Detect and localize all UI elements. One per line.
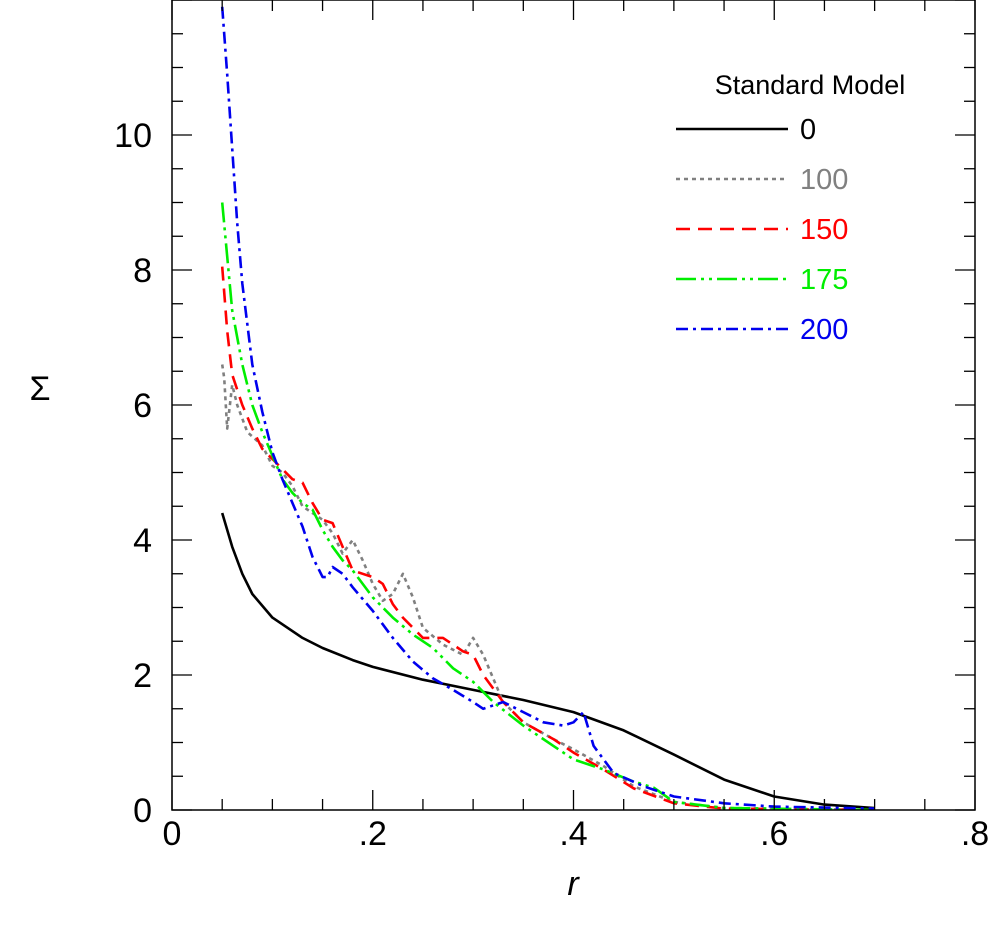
x-tick-label: .8	[961, 815, 989, 853]
x-tick-label: .4	[559, 815, 587, 853]
series-line-0	[220, 512, 875, 810]
ticks-layer	[171, 0, 976, 811]
y-tick-label: 8	[133, 252, 152, 290]
x-tick-label: .6	[760, 815, 788, 853]
series-line-200	[220, 6, 875, 810]
x-tick-label: .2	[359, 815, 387, 853]
legend-label-100: 100	[800, 164, 848, 196]
plot-frame	[171, 0, 976, 811]
x-axis-label: r	[567, 865, 580, 903]
legend-label-200: 200	[800, 314, 848, 346]
legend-label-175: 175	[800, 264, 848, 296]
y-tick-label: 4	[133, 522, 152, 560]
y-tick-label: 6	[133, 387, 152, 425]
y-tick-label: 10	[114, 117, 152, 155]
y-tick-label: 2	[133, 657, 152, 695]
series-line-175	[220, 202, 875, 810]
series-layer	[220, 6, 875, 810]
y-axis-label: Σ	[29, 370, 50, 408]
legend-label-0: 0	[800, 114, 816, 146]
x-tick-label: 0	[163, 815, 182, 853]
legend: Standard Model 0 100 150 175 200	[676, 70, 905, 346]
series-line-150	[220, 266, 875, 810]
y-tick-label: 0	[133, 792, 152, 830]
legend-title: Standard Model	[715, 70, 906, 100]
tick-labels-layer: 0 .2 .4 .6 .8 0 2 4 6 8 10	[114, 117, 989, 853]
legend-label-150: 150	[800, 214, 848, 246]
